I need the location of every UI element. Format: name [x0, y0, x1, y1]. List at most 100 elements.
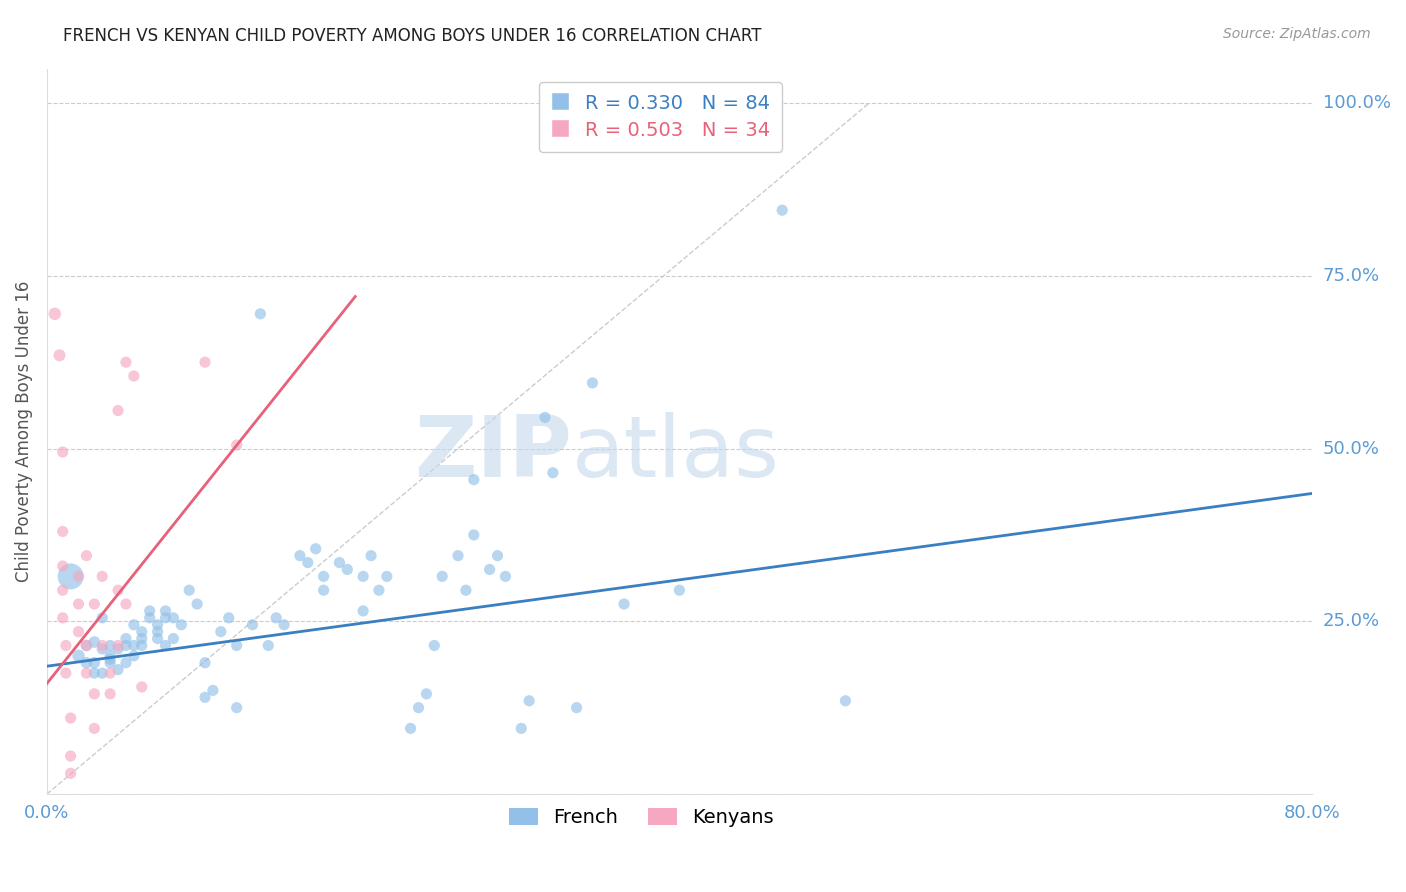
Point: [478, 562, 501, 576]
Point: [98, 652, 121, 666]
Point: [770, 203, 793, 218]
Point: [194, 656, 217, 670]
Point: [131, 680, 153, 694]
Point: [225, 438, 247, 452]
Point: [83, 666, 105, 681]
Point: [194, 355, 217, 369]
Point: [59, 766, 82, 780]
Point: [98, 639, 121, 653]
Point: [52, 559, 75, 574]
Point: [288, 549, 311, 563]
Point: [218, 611, 240, 625]
Point: [59, 749, 82, 764]
Point: [83, 635, 105, 649]
Point: [52, 583, 75, 598]
Point: [541, 466, 564, 480]
Point: [67, 569, 90, 583]
Point: [352, 604, 374, 618]
Point: [834, 694, 856, 708]
Point: [368, 583, 391, 598]
Point: [122, 648, 145, 663]
Point: [249, 307, 271, 321]
Point: [375, 569, 398, 583]
Point: [59, 711, 82, 725]
Point: [115, 632, 138, 646]
Point: [131, 632, 153, 646]
Point: [91, 666, 114, 681]
Point: [162, 632, 184, 646]
Point: [75, 666, 97, 681]
Point: [83, 687, 105, 701]
Point: [510, 722, 533, 736]
Text: 50.0%: 50.0%: [1323, 440, 1379, 458]
Point: [138, 604, 160, 618]
Point: [67, 597, 90, 611]
Point: [59, 569, 82, 583]
Point: [581, 376, 603, 390]
Point: [48, 348, 70, 362]
Point: [225, 639, 247, 653]
Point: [225, 700, 247, 714]
Point: [352, 569, 374, 583]
Point: [155, 639, 177, 653]
Point: [107, 639, 129, 653]
Point: [186, 597, 208, 611]
Point: [257, 639, 280, 653]
Point: [107, 583, 129, 598]
Y-axis label: Child Poverty Among Boys Under 16: Child Poverty Among Boys Under 16: [15, 281, 32, 582]
Point: [115, 597, 138, 611]
Point: [122, 639, 145, 653]
Point: [67, 624, 90, 639]
Point: [242, 617, 264, 632]
Point: [454, 583, 477, 598]
Point: [565, 700, 588, 714]
Point: [115, 355, 138, 369]
Point: [162, 611, 184, 625]
Point: [146, 617, 169, 632]
Point: [91, 569, 114, 583]
Point: [613, 597, 636, 611]
Text: Source: ZipAtlas.com: Source: ZipAtlas.com: [1223, 27, 1371, 41]
Point: [83, 722, 105, 736]
Point: [534, 410, 557, 425]
Point: [264, 611, 287, 625]
Point: [146, 632, 169, 646]
Point: [75, 639, 97, 653]
Point: [91, 611, 114, 625]
Point: [52, 524, 75, 539]
Point: [91, 639, 114, 653]
Point: [83, 656, 105, 670]
Point: [75, 639, 97, 653]
Point: [517, 694, 540, 708]
Point: [55, 639, 77, 653]
Point: [209, 624, 232, 639]
Point: [67, 648, 90, 663]
Point: [273, 617, 295, 632]
Point: [146, 624, 169, 639]
Point: [122, 617, 145, 632]
Point: [98, 648, 121, 663]
Point: [52, 611, 75, 625]
Point: [75, 549, 97, 563]
Point: [408, 700, 430, 714]
Point: [75, 656, 97, 670]
Point: [44, 307, 66, 321]
Point: [312, 569, 335, 583]
Point: [486, 549, 509, 563]
Point: [201, 683, 224, 698]
Point: [107, 663, 129, 677]
Point: [115, 639, 138, 653]
Point: [138, 611, 160, 625]
Point: [415, 687, 437, 701]
Point: [447, 549, 470, 563]
Text: 75.0%: 75.0%: [1323, 267, 1381, 285]
Point: [98, 666, 121, 681]
Point: [98, 656, 121, 670]
Point: [432, 569, 454, 583]
Point: [170, 617, 193, 632]
Point: [399, 722, 422, 736]
Point: [305, 541, 328, 556]
Point: [312, 583, 335, 598]
Text: ZIP: ZIP: [415, 411, 572, 494]
Text: 25.0%: 25.0%: [1323, 612, 1381, 631]
